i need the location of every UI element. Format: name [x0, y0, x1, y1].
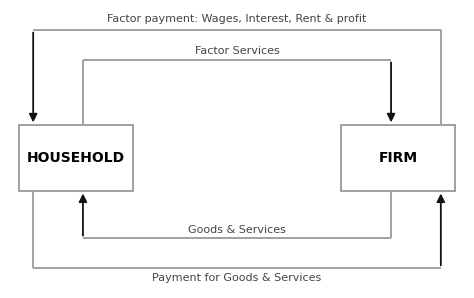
Bar: [341, 125, 455, 191]
Text: Factor Services: Factor Services: [195, 46, 279, 56]
Text: Goods & Services: Goods & Services: [188, 225, 286, 235]
Text: HOUSEHOLD: HOUSEHOLD: [27, 151, 125, 165]
Text: FIRM: FIRM: [379, 151, 418, 165]
Text: Payment for Goods & Services: Payment for Goods & Services: [152, 273, 322, 283]
Text: Factor payment: Wages, Interest, Rent & profit: Factor payment: Wages, Interest, Rent & …: [107, 14, 367, 24]
Bar: [19, 125, 133, 191]
